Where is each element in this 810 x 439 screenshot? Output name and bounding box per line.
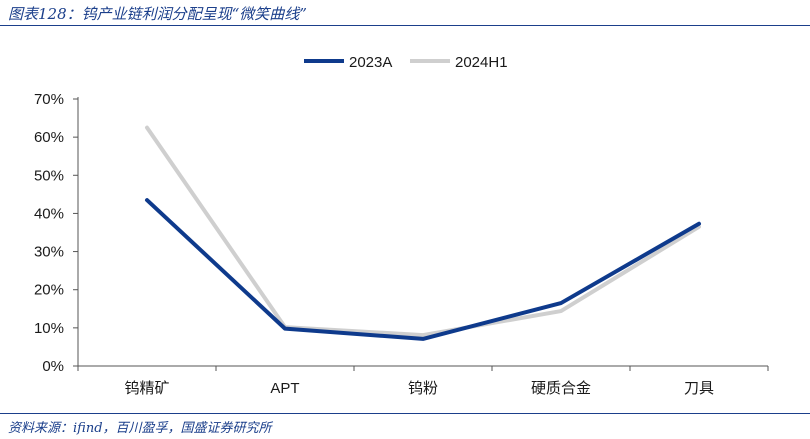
y-tick-label: 10% [34, 320, 64, 337]
legend-label: 2023A [349, 54, 392, 71]
y-tick-label: 60% [34, 129, 64, 146]
series-line-2023A [145, 198, 701, 341]
x-tick-label: 硬质合金 [531, 380, 591, 397]
title-rule [0, 25, 810, 26]
y-tick-label: 0% [42, 358, 64, 375]
y-tick-label: 50% [34, 167, 64, 184]
x-tick-label: 刀具 [684, 380, 714, 397]
source-note: 资料来源：ifind，百川盈孚，国盛证券研究所 [8, 421, 272, 436]
series-layer [145, 125, 701, 341]
figure-title: 图表128：钨产业链利润分配呈现“微笑曲线” [8, 5, 307, 23]
y-tick-label: 30% [34, 244, 64, 261]
source-rule [0, 413, 810, 414]
x-tick-label: APT [270, 380, 299, 397]
y-tick-label: 20% [34, 282, 64, 299]
x-tick-label: 钨粉 [408, 380, 438, 397]
y-tick-label: 70% [34, 91, 64, 108]
y-tick-label: 40% [34, 205, 64, 222]
x-axis: 钨精矿 APT 钨粉 硬质合金 刀具 [77, 365, 769, 397]
y-axis: 0% 10% 20% 30% 40% 50% 60% 70% [34, 91, 79, 375]
legend-label: 2024H1 [455, 54, 508, 71]
x-tick-label: 钨精矿 [124, 380, 169, 397]
legend: 2023A 2024H1 [304, 54, 508, 71]
series-line-2024H1 [145, 125, 701, 338]
